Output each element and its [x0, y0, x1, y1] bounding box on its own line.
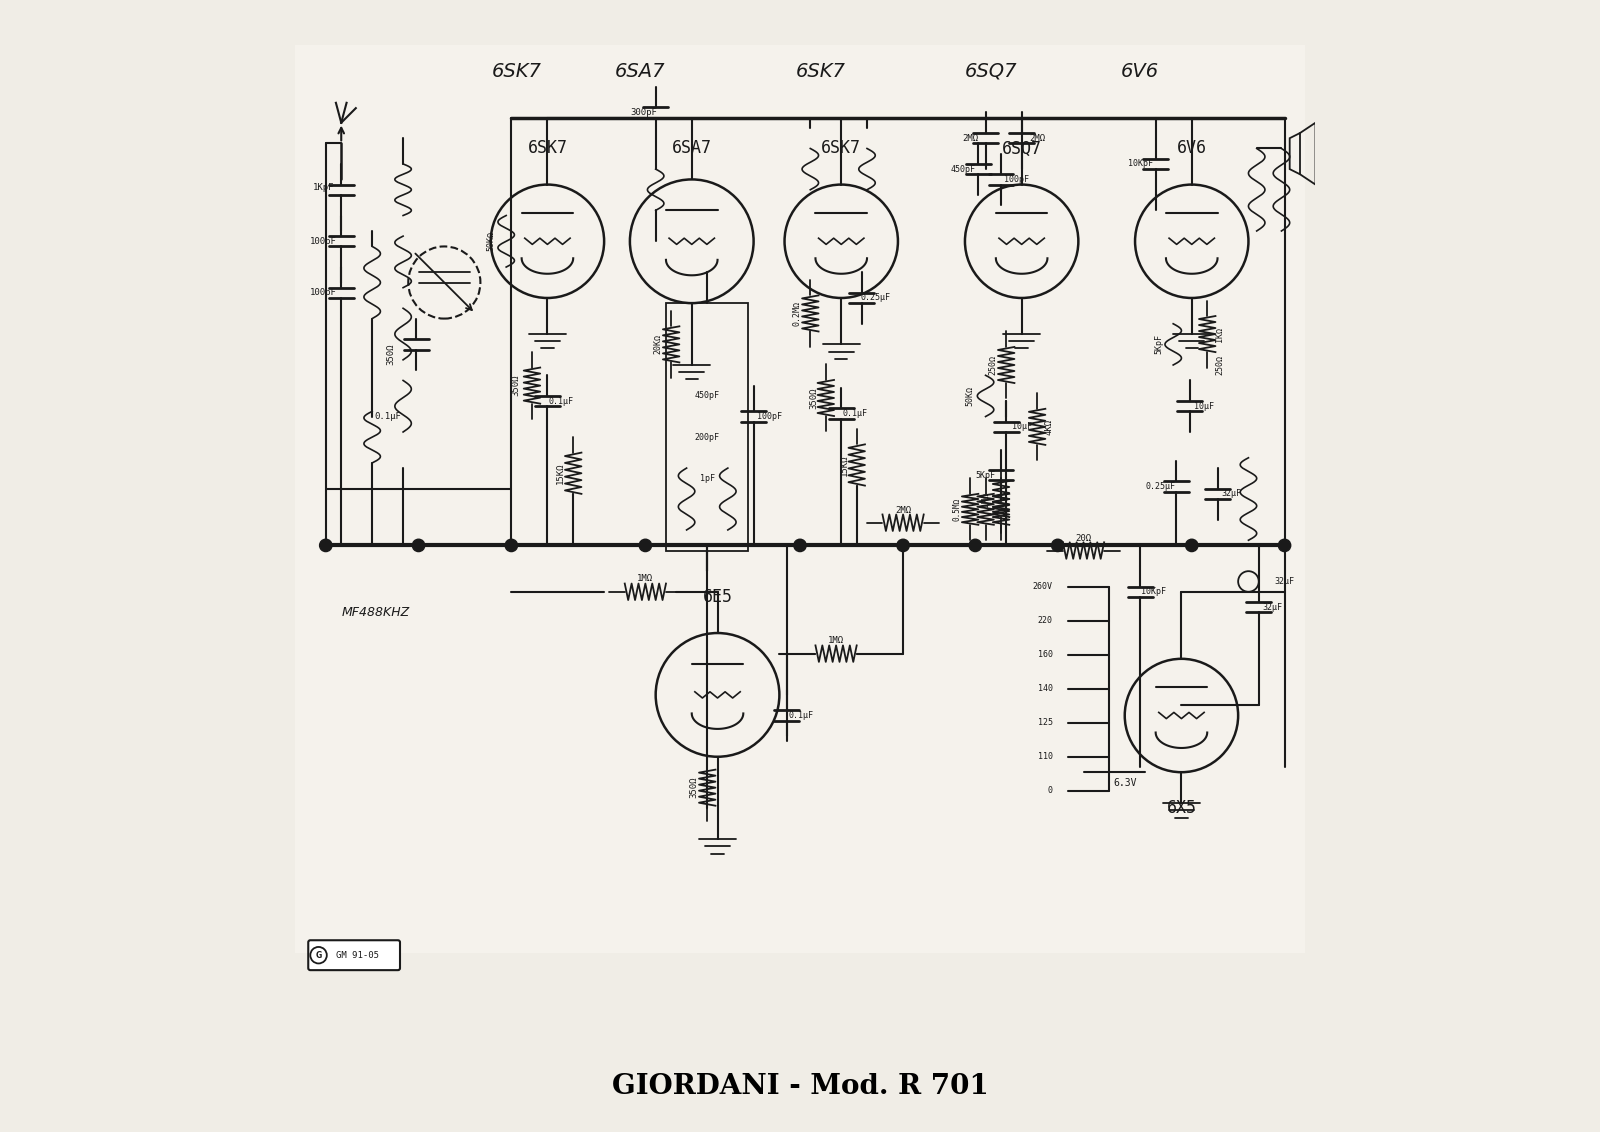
Text: 6SK7: 6SK7 — [795, 61, 845, 80]
Circle shape — [794, 539, 806, 551]
Text: 1KΩ: 1KΩ — [1214, 326, 1224, 342]
Text: 0.25µF: 0.25µF — [861, 293, 890, 302]
Circle shape — [970, 539, 981, 551]
Text: 10KpF: 10KpF — [1141, 588, 1166, 597]
Text: 0.1µF: 0.1µF — [842, 409, 867, 418]
Text: 15KΩ: 15KΩ — [557, 463, 565, 484]
Text: 2MΩ: 2MΩ — [962, 134, 978, 143]
FancyBboxPatch shape — [309, 941, 400, 970]
Circle shape — [1186, 539, 1198, 551]
Text: 350Ω: 350Ω — [810, 387, 818, 409]
Text: 6X5: 6X5 — [1166, 799, 1197, 817]
Text: GIORDANI - Mod. R 701: GIORDANI - Mod. R 701 — [611, 1073, 989, 1100]
Text: 50KΩ: 50KΩ — [486, 231, 496, 251]
Text: 5KpF: 5KpF — [976, 471, 995, 480]
Text: 10KpF: 10KpF — [1128, 160, 1152, 169]
Text: 1pF: 1pF — [699, 474, 715, 483]
Text: 0.1µF: 0.1µF — [549, 396, 573, 405]
Text: 200pF: 200pF — [694, 432, 720, 441]
Text: 0.1µF: 0.1µF — [374, 412, 402, 421]
Text: 6V6: 6V6 — [1122, 61, 1160, 80]
Circle shape — [638, 539, 651, 551]
Text: 300pF: 300pF — [630, 108, 656, 117]
Text: 1MΩ: 1MΩ — [637, 574, 653, 583]
Text: 250Ω: 250Ω — [1214, 355, 1224, 375]
Text: 350Ω: 350Ω — [690, 777, 698, 798]
Text: 260V: 260V — [1032, 582, 1053, 591]
FancyBboxPatch shape — [294, 45, 1306, 953]
Text: 6E5: 6E5 — [702, 588, 733, 606]
Text: 20Ω: 20Ω — [1075, 533, 1091, 542]
Text: 1MΩ: 1MΩ — [981, 491, 990, 506]
Circle shape — [1278, 539, 1291, 551]
Text: 140: 140 — [1037, 684, 1053, 693]
Text: 32µF: 32µF — [1262, 602, 1282, 611]
Text: 1KpF: 1KpF — [314, 183, 334, 192]
Circle shape — [1051, 539, 1064, 551]
Circle shape — [506, 539, 517, 551]
Text: 2MΩ: 2MΩ — [1029, 134, 1045, 143]
Text: MF488KHZ: MF488KHZ — [341, 606, 410, 619]
Text: 10µF: 10µF — [1011, 422, 1032, 431]
Text: 100pF: 100pF — [1003, 175, 1029, 183]
Text: 0: 0 — [1048, 787, 1053, 796]
Text: 450pF: 450pF — [950, 164, 976, 173]
Text: 0.2MΩ: 0.2MΩ — [792, 301, 802, 326]
Circle shape — [898, 539, 909, 551]
Text: 6SK7: 6SK7 — [821, 139, 861, 157]
Text: 6V6: 6V6 — [1176, 139, 1206, 157]
Text: 100pF: 100pF — [310, 237, 338, 246]
Text: 6SA7: 6SA7 — [672, 139, 712, 157]
Text: 6.3V: 6.3V — [1114, 778, 1136, 788]
Text: 6SK7: 6SK7 — [528, 139, 568, 157]
Text: 100pF: 100pF — [310, 289, 338, 298]
Text: 4KΩ: 4KΩ — [1045, 419, 1054, 435]
Text: 0.25µF: 0.25µF — [1146, 482, 1176, 491]
Text: 250Ω: 250Ω — [989, 355, 997, 375]
Text: 350Ω: 350Ω — [386, 344, 395, 366]
Text: 50KΩ: 50KΩ — [966, 386, 974, 406]
Text: 10µF: 10µF — [1194, 402, 1214, 411]
Text: 350Ω: 350Ω — [510, 375, 520, 396]
Text: 32µF: 32µF — [1275, 577, 1294, 586]
Circle shape — [320, 539, 331, 551]
Text: 6SQ7: 6SQ7 — [965, 61, 1018, 80]
Text: 125: 125 — [1037, 718, 1053, 727]
Text: 6SQ7: 6SQ7 — [1002, 139, 1042, 157]
Text: 32µF: 32µF — [1221, 489, 1242, 498]
Text: 6SA7: 6SA7 — [614, 61, 666, 80]
Text: 1MΩ: 1MΩ — [829, 636, 845, 645]
Bar — [666, 303, 749, 550]
Text: 0.5MΩ: 0.5MΩ — [952, 498, 962, 521]
Circle shape — [413, 539, 424, 551]
Text: 220: 220 — [1037, 616, 1053, 625]
Text: 160: 160 — [1037, 650, 1053, 659]
Text: 0.1µF: 0.1µF — [789, 711, 813, 720]
Text: 450pF: 450pF — [694, 392, 720, 401]
Text: 100pF: 100pF — [757, 412, 781, 421]
Text: 6SK7: 6SK7 — [491, 61, 541, 80]
Text: GM 91-05: GM 91-05 — [336, 951, 379, 960]
Text: 15KΩ: 15KΩ — [840, 454, 850, 475]
Text: G: G — [315, 951, 322, 960]
Text: 2MΩ: 2MΩ — [894, 506, 910, 515]
Text: 20KΩ: 20KΩ — [653, 334, 662, 354]
Text: 5KpF: 5KpF — [1154, 334, 1163, 354]
Text: 110: 110 — [1037, 753, 1053, 761]
